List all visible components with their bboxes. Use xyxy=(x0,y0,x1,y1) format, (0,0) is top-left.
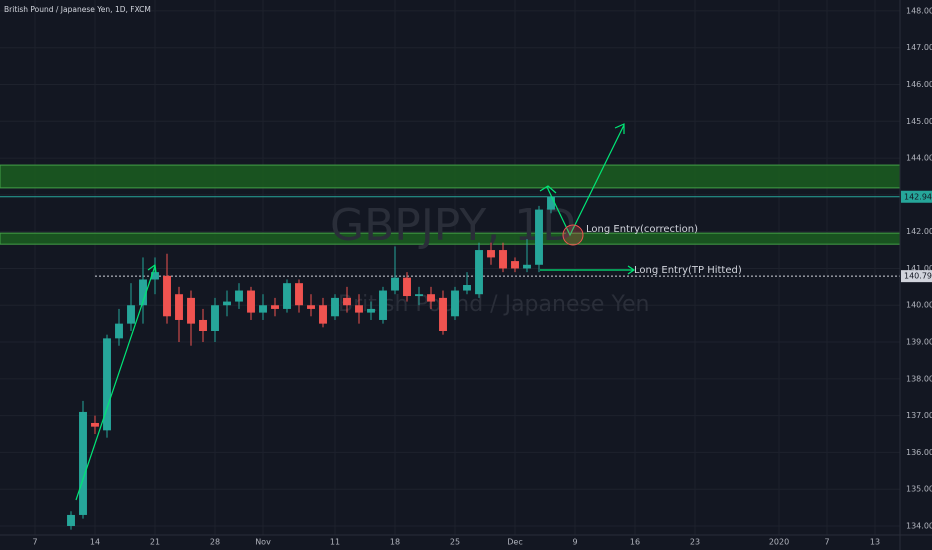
candle-body xyxy=(91,422,99,427)
candle-body xyxy=(475,250,483,295)
x-tick-label: 16 xyxy=(630,538,640,547)
x-tick-label: 7 xyxy=(32,538,37,547)
x-tick-label: Nov xyxy=(255,538,271,547)
candle-body xyxy=(499,250,507,269)
candle-body xyxy=(295,283,303,306)
arrow xyxy=(546,123,625,237)
candle-body xyxy=(223,301,231,306)
y-tick-label: 138.000 xyxy=(906,374,932,383)
arrow xyxy=(75,263,157,501)
candle-body xyxy=(283,283,291,309)
entry-circle xyxy=(562,224,584,246)
candle-body xyxy=(307,305,315,309)
candle-body xyxy=(343,297,351,306)
x-tick-label: 23 xyxy=(690,538,700,547)
candle-body xyxy=(451,290,459,317)
candle-body xyxy=(355,305,363,313)
x-tick-label: 2020 xyxy=(769,538,789,547)
x-tick-label: 25 xyxy=(450,538,460,547)
y-tick-label: 141.000 xyxy=(906,264,932,273)
x-tick-label: 14 xyxy=(90,538,100,547)
candle-body xyxy=(247,290,255,313)
y-tick-label: 134.000 xyxy=(906,521,932,530)
candle-body xyxy=(127,305,135,324)
x-tick-label: 21 xyxy=(150,538,160,547)
candle-body xyxy=(199,319,207,331)
y-tick-label: 136.000 xyxy=(906,448,932,457)
candle-body xyxy=(331,297,339,317)
x-tick-label: 9 xyxy=(572,538,577,547)
axes: 134.000 135.000 136.000 137.000 138.000 139.0… xyxy=(32,6,932,547)
x-tick-label: 18 xyxy=(390,538,400,547)
y-tick-label: 135.000 xyxy=(906,485,932,494)
annotation: Long Entry(correction) xyxy=(586,224,698,235)
watermark-subtitle: British Pound / Japanese Yen xyxy=(338,292,649,317)
candles xyxy=(67,194,555,530)
x-tick-label: 11 xyxy=(330,538,340,547)
x-tick-label: 28 xyxy=(210,538,220,547)
x-tick-label: Dec xyxy=(507,538,522,547)
y-tick-label: 144.000 xyxy=(906,154,932,163)
y-tick-label: 142.000 xyxy=(906,227,932,236)
zones xyxy=(0,164,901,245)
candle-body xyxy=(187,297,195,324)
y-tick-label: 145.000 xyxy=(906,117,932,126)
candle-body xyxy=(403,277,411,297)
candle-body xyxy=(259,305,267,313)
y-tick-label: 147.000 xyxy=(906,43,932,52)
candle-body xyxy=(379,290,387,320)
candle-body xyxy=(67,514,75,526)
y-tick-label: 140.000 xyxy=(906,301,932,310)
x-tick-label: 7 xyxy=(824,538,829,547)
candle-body xyxy=(487,250,495,258)
candle-body xyxy=(115,323,123,339)
candle-body xyxy=(523,264,531,269)
candle-body xyxy=(463,285,471,291)
candle-body xyxy=(79,411,87,515)
candle-body xyxy=(391,277,399,291)
y-tick-label: 146.000 xyxy=(906,80,932,89)
price-badge xyxy=(901,270,932,283)
candle-body xyxy=(415,294,423,297)
arrow xyxy=(539,185,557,194)
y-tick-label: 139.000 xyxy=(906,338,932,347)
candle-body xyxy=(271,305,279,309)
y-tick-label: 137.000 xyxy=(906,411,932,420)
price-badge-label: 142.949 xyxy=(904,192,932,201)
candle-body xyxy=(175,294,183,320)
candle-body xyxy=(235,290,243,302)
candle-body xyxy=(139,279,147,306)
candle-body xyxy=(439,297,447,331)
candle-body xyxy=(151,272,159,280)
candle-body xyxy=(163,275,171,317)
candle-body xyxy=(547,196,555,210)
price-badge xyxy=(901,190,932,203)
x-tick-label: 13 xyxy=(870,538,880,547)
arrow xyxy=(540,265,636,275)
candle-body xyxy=(367,308,375,313)
price-lines xyxy=(0,196,900,277)
y-tick-label: 148.000 xyxy=(906,6,932,15)
price-badge-label: 140.791 xyxy=(904,272,932,281)
chart-title: British Pound / Japanese Yen, 1D, FXCM xyxy=(4,5,151,14)
candle-body xyxy=(427,294,435,302)
candle-body xyxy=(511,261,519,269)
annotation: Long Entry(TP Hitted) xyxy=(634,265,742,276)
candle-body xyxy=(211,305,219,331)
candle-body xyxy=(535,209,543,265)
candle-body xyxy=(103,338,111,431)
arrows xyxy=(75,123,636,501)
candle-body xyxy=(319,305,327,324)
zone xyxy=(0,164,901,189)
